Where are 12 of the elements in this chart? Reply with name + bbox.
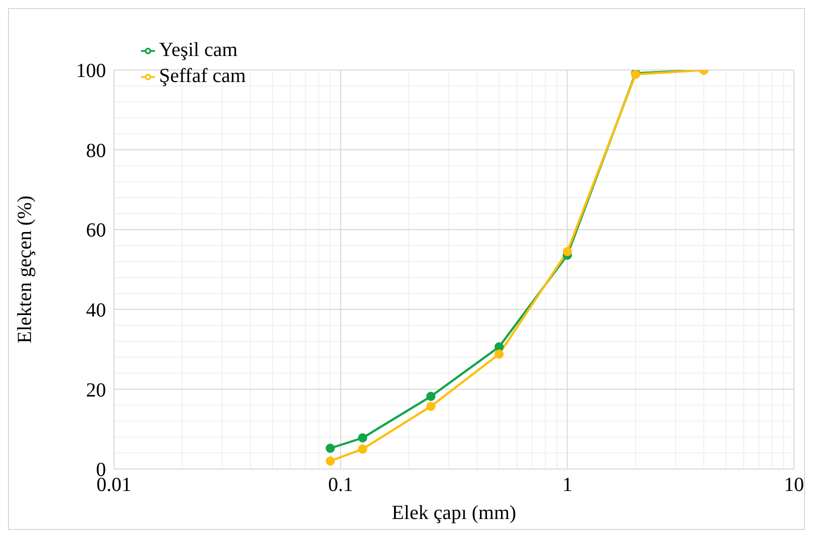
legend-label: Şeffaf cam (159, 65, 246, 87)
x-tick-label: 10 (784, 474, 804, 496)
y-tick-label: 100 (76, 60, 106, 82)
x-tick-label: 1 (562, 474, 572, 496)
y-tick-label: 80 (86, 140, 106, 162)
y-tick-label: 40 (86, 300, 106, 322)
legend-label: Yeşil cam (159, 39, 238, 61)
x-axis-title: Elek çapı (mm) (392, 502, 516, 524)
x-tick-label: 0.1 (328, 474, 354, 496)
y-axis-title: Elekten geçen (%) (14, 196, 36, 344)
y-tick-label: 60 (86, 220, 106, 242)
y-tick-label: 20 (86, 379, 106, 402)
